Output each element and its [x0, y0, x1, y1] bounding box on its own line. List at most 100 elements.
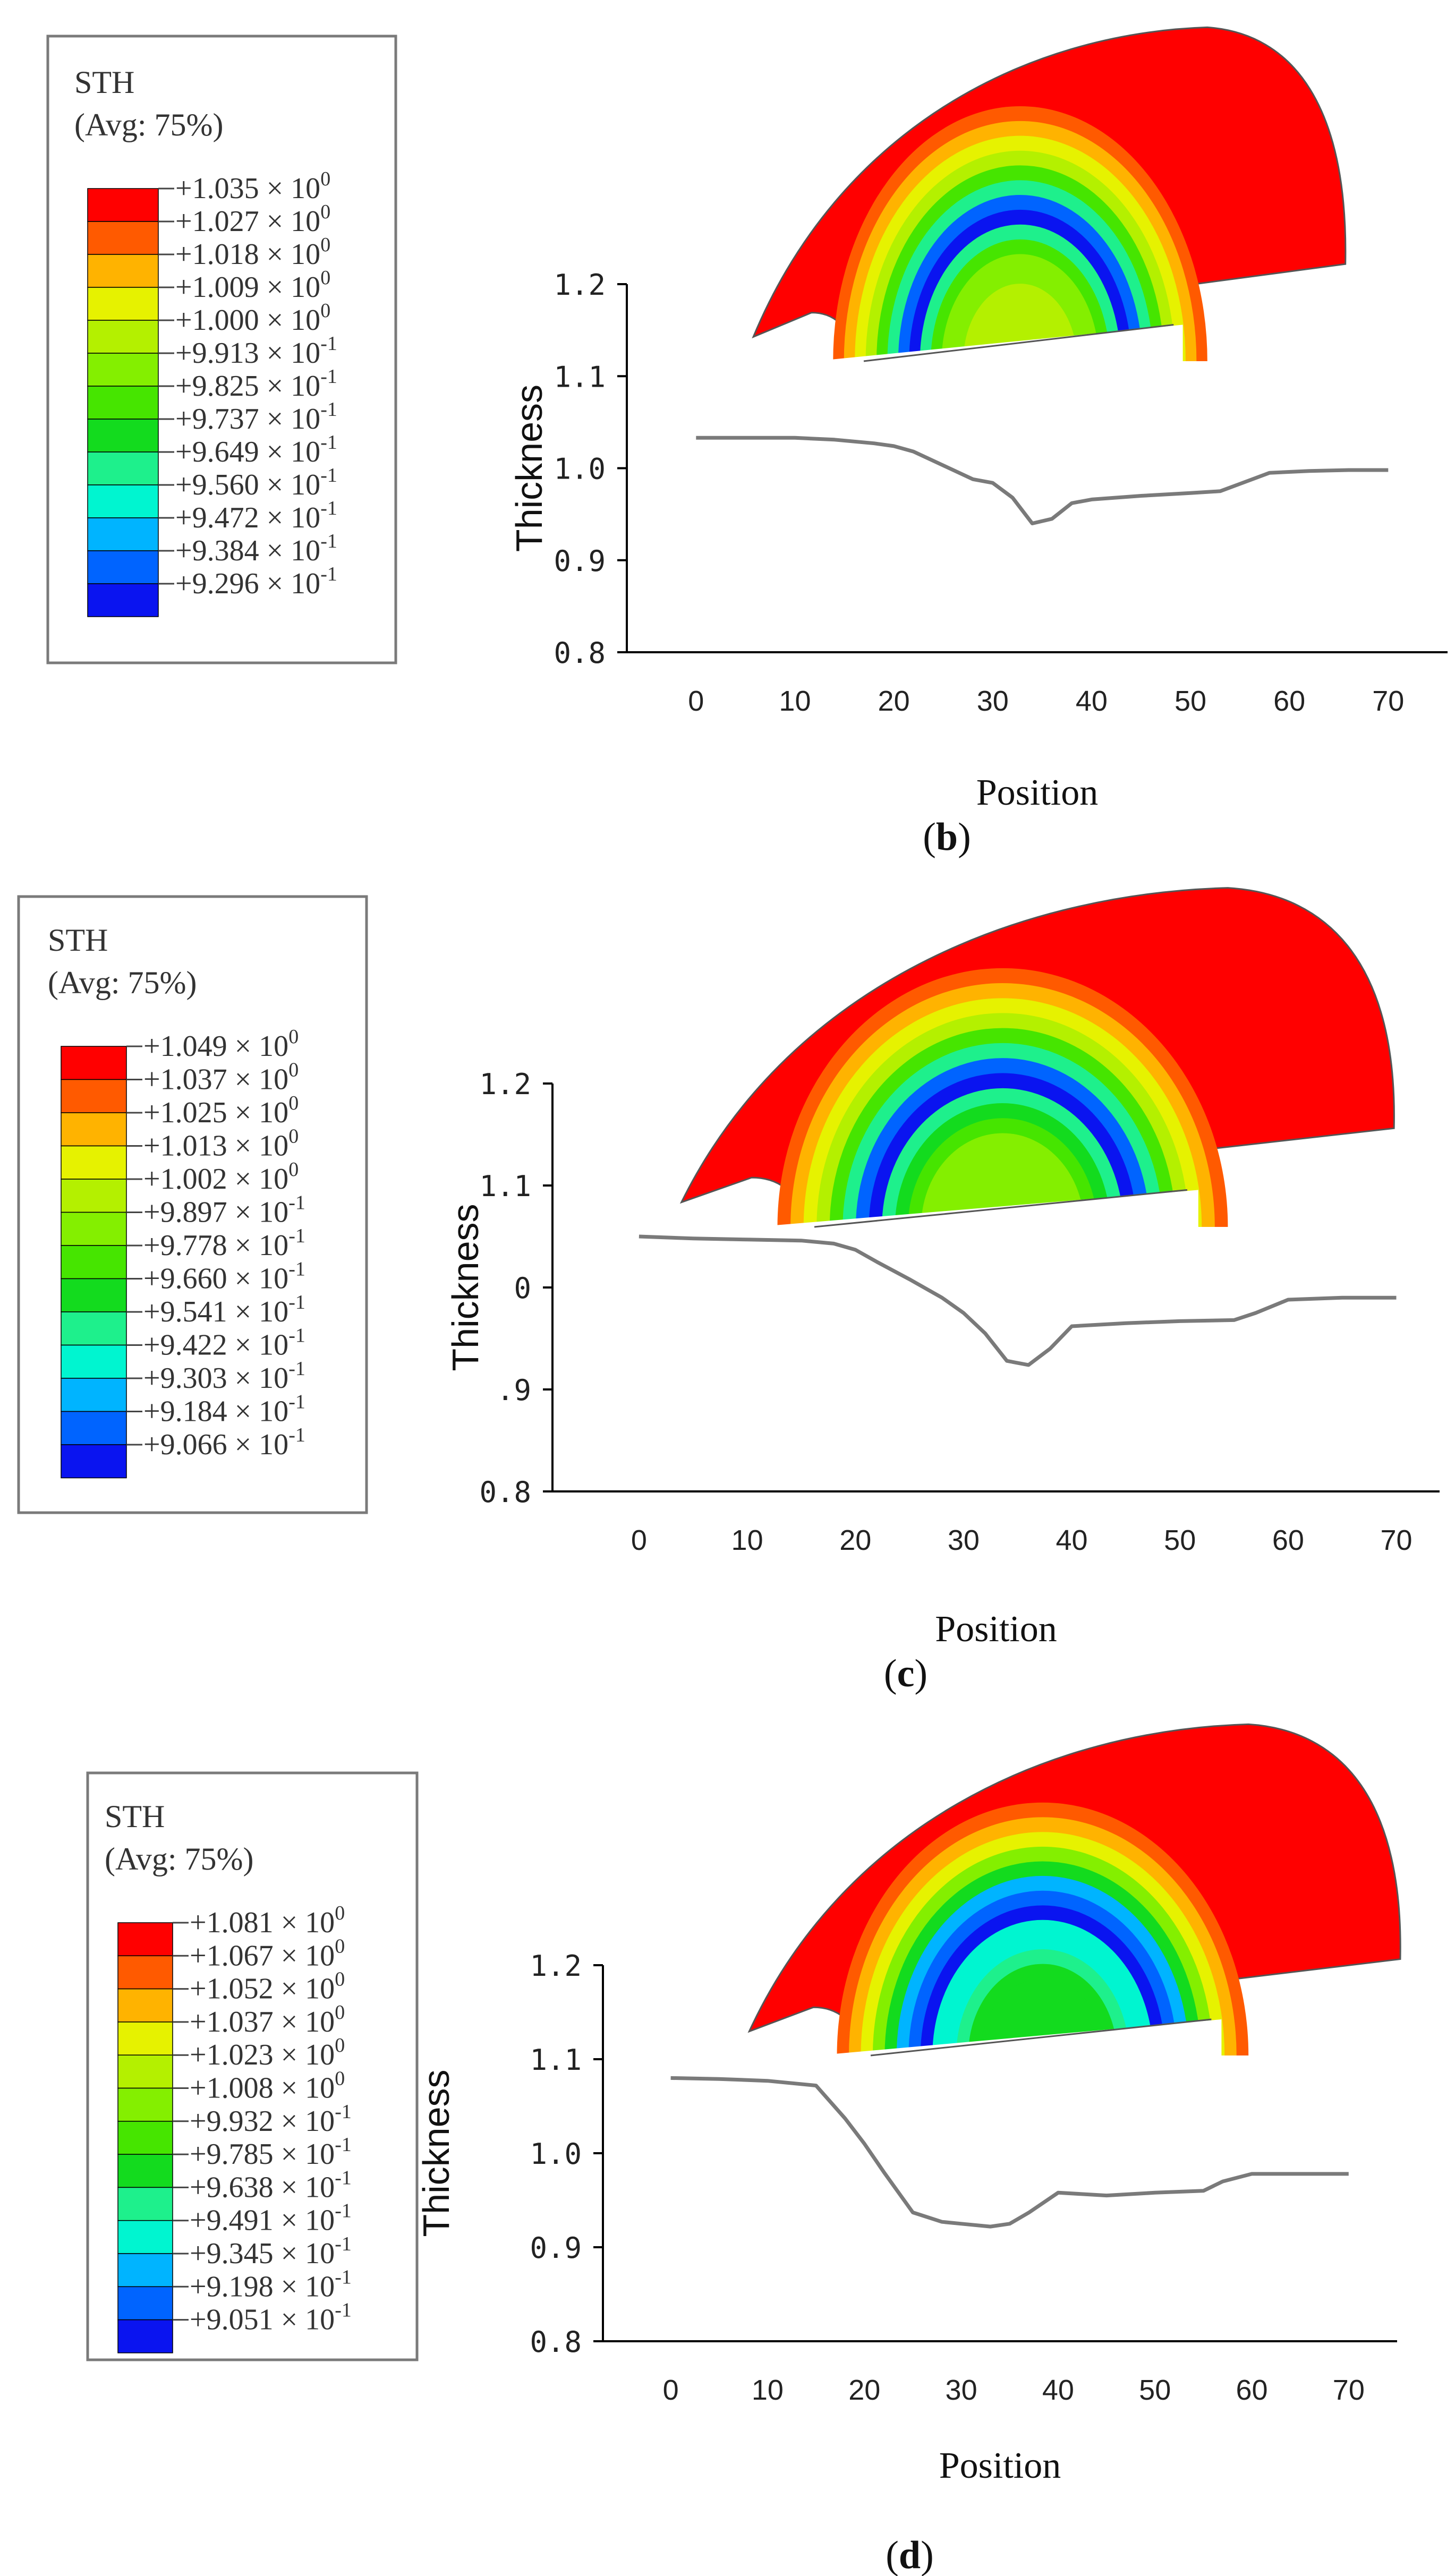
- contour-mask: [816, 2019, 1222, 2080]
- legend-swatch: [87, 221, 159, 255]
- legend-swatch: [61, 1411, 127, 1445]
- legend-value: +1.009 × 100: [175, 267, 330, 304]
- y-tick-label: 1.1: [530, 2043, 582, 2077]
- legend-swatch: [117, 2087, 173, 2122]
- legend-swatch: [61, 1278, 127, 1312]
- panel-caption: (d): [886, 2534, 933, 2576]
- contour-edge: [870, 2018, 1212, 2057]
- legend-swatch: [117, 2220, 173, 2254]
- contour-edge: [814, 1189, 1188, 1228]
- legend-value: +9.491 × 10-1: [190, 2200, 352, 2237]
- contour-plot-b: [752, 26, 1347, 386]
- x-tick-label: 40: [1076, 685, 1108, 717]
- legend-subtitle: (Avg: 75%): [48, 965, 197, 1000]
- legend-value: +1.018 × 100: [175, 234, 330, 271]
- legend-value: +1.081 × 100: [190, 1902, 345, 1939]
- panel-caption: (b): [923, 815, 971, 859]
- x-tick-label: 20: [878, 685, 910, 717]
- thickness-curve: [670, 2076, 1349, 2229]
- legend-swatch: [87, 353, 159, 387]
- y-tick-label: 0.8: [479, 1475, 531, 1509]
- x-tick-label: 60: [1272, 1524, 1304, 1556]
- contour-plot-c: [679, 887, 1395, 1252]
- legend-swatch: [117, 1988, 173, 2023]
- x-tick-label: 60: [1236, 2374, 1267, 2406]
- chart-c: 0.8 .9 0 1.1 1.2 0 10 20 30 40 50 60 70 Position Thick…: [445, 1068, 1440, 1695]
- x-tick-label: 50: [1164, 1524, 1196, 1556]
- legend-swatch: [117, 2253, 173, 2288]
- y-tick-label: .9: [497, 1374, 531, 1407]
- legend-swatch: [61, 1311, 127, 1346]
- legend-value: +1.008 × 100: [190, 2068, 345, 2105]
- contour-edge: [863, 323, 1174, 362]
- x-tick-label: 10: [779, 685, 811, 717]
- y-axis-label: Thickness: [445, 1204, 486, 1371]
- legend-value: +9.737 × 10-1: [175, 398, 337, 436]
- legend-swatch: [117, 2054, 173, 2089]
- panel-caption: (c): [884, 1652, 928, 1695]
- legend-value: +1.025 × 100: [143, 1092, 299, 1129]
- legend-swatch: [87, 484, 159, 518]
- x-tick-label: 50: [1139, 2374, 1171, 2406]
- y-tick-label: 0.9: [554, 544, 606, 578]
- y-tick-label: 1.1: [554, 360, 606, 394]
- legend-swatch: [87, 451, 159, 485]
- x-tick-label: 60: [1273, 685, 1305, 717]
- legend-swatch: [87, 583, 159, 617]
- y-tick-label: 1.2: [479, 1068, 531, 1101]
- x-tick-label: 70: [1380, 1524, 1412, 1556]
- legend-swatch: [61, 1145, 127, 1180]
- contour-mask: [755, 1190, 1198, 1252]
- x-axis-label: Position: [976, 772, 1099, 813]
- legend-swatch: [87, 254, 159, 288]
- legend-value: +9.932 × 10-1: [190, 2101, 352, 2138]
- legend-swatch: [87, 287, 159, 321]
- legend-value: +1.013 × 100: [143, 1125, 299, 1163]
- legend-value: +9.778 × 10-1: [143, 1225, 305, 1262]
- legend-value: +1.027 × 100: [175, 201, 330, 238]
- legend-value: +1.052 × 100: [190, 1968, 345, 2006]
- thickness-curve: [696, 436, 1389, 525]
- legend-swatch: [117, 2154, 173, 2188]
- legend-swatch: [87, 419, 159, 453]
- legend-b: STH(Avg: 75%)+1.035 × 100+1.027 × 100+1.…: [46, 35, 397, 664]
- legend-swatch: [117, 1955, 173, 1990]
- legend-swatch: [61, 1112, 127, 1147]
- y-tick-label: 1.2: [554, 268, 606, 302]
- legend-swatch: [117, 2319, 173, 2353]
- y-tick-label: 0.9: [530, 2231, 582, 2265]
- x-tick-label: 40: [1042, 2374, 1074, 2406]
- legend-value: +9.472 × 10-1: [175, 497, 337, 534]
- x-tick-label: 10: [752, 2374, 784, 2406]
- contour-plot-d: [747, 1723, 1401, 2080]
- legend-value: +9.184 × 10-1: [143, 1391, 305, 1428]
- legend-value: +9.560 × 10-1: [175, 464, 337, 501]
- y-tick-label: 1.0: [530, 2137, 582, 2171]
- legend-title: STH: [48, 923, 108, 958]
- legend-value: +9.638 × 10-1: [190, 2166, 352, 2204]
- legend-value: +9.198 × 10-1: [190, 2266, 352, 2303]
- legend-value: +9.825 × 10-1: [175, 365, 337, 403]
- legend-swatch: [61, 1079, 127, 1113]
- legend-value: +9.660 × 10-1: [143, 1258, 305, 1295]
- legend-swatch: [61, 1212, 127, 1246]
- legend-value: +1.023 × 100: [190, 2034, 345, 2071]
- thickness-curve: [639, 1234, 1397, 1367]
- legend-value: +1.037 × 100: [143, 1059, 299, 1096]
- legend-value: +9.345 × 10-1: [190, 2233, 352, 2270]
- x-tick-label: 30: [946, 2374, 977, 2406]
- x-tick-label: 0: [688, 685, 704, 717]
- legend-d: STH(Avg: 75%)+1.081 × 100+1.067 × 100+1.…: [86, 1771, 419, 2361]
- legend-value: +1.035 × 100: [175, 168, 330, 205]
- y-tick-label: 0: [514, 1272, 531, 1305]
- x-tick-label: 0: [663, 2374, 679, 2406]
- y-tick-label: 1.2: [530, 1949, 582, 1983]
- x-axis-label: Position: [939, 2445, 1061, 2486]
- y-tick-label: 0.8: [530, 2325, 582, 2359]
- legend-swatch: [61, 1378, 127, 1412]
- legend-swatch: [61, 1179, 127, 1213]
- legend-value: +1.049 × 100: [143, 1026, 299, 1063]
- legend-swatch: [117, 2021, 173, 2055]
- x-tick-label: 10: [731, 1524, 763, 1556]
